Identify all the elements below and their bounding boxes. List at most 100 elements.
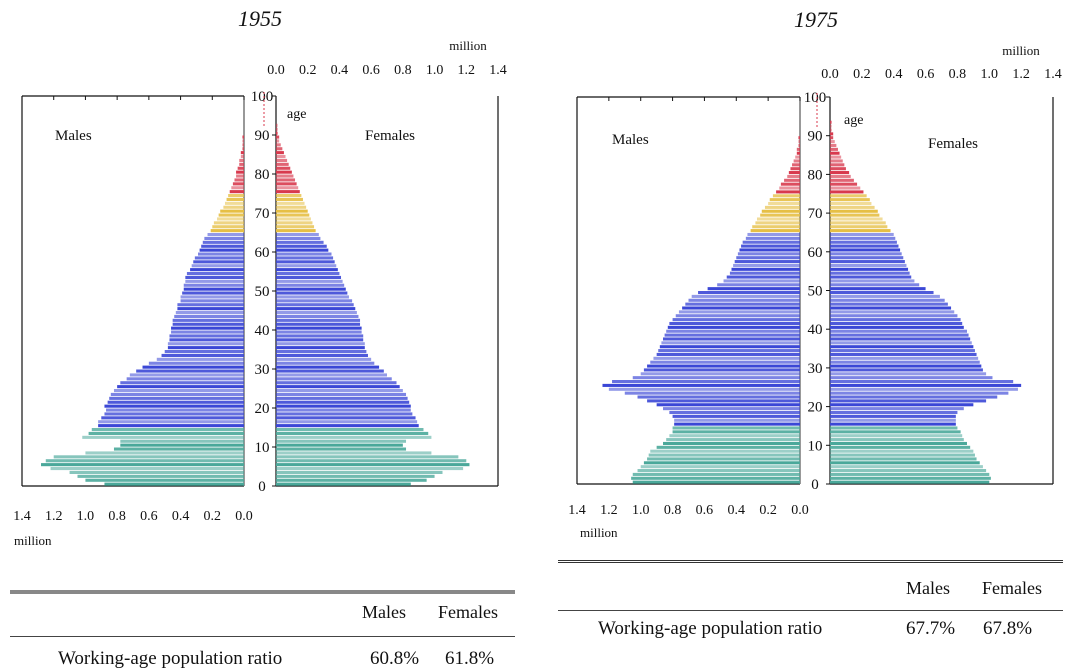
female-bar: [276, 361, 375, 365]
table-header-males: Males: [362, 602, 406, 622]
female-bar: [276, 330, 362, 334]
female-bar: [276, 213, 310, 217]
female-bar: [830, 240, 897, 244]
female-bar: [830, 368, 983, 372]
male-bar: [674, 418, 800, 422]
female-bar: [830, 349, 975, 353]
male-bar: [656, 445, 800, 449]
male-bar: [733, 263, 800, 267]
female-bar: [830, 333, 969, 337]
chart-title: 1955: [238, 6, 282, 31]
female-bar: [830, 201, 872, 206]
age-tick-label: 100: [804, 90, 827, 106]
table-cell-females-ratio: 61.8%: [445, 648, 495, 669]
female-bar: [276, 428, 424, 432]
female-bar: [830, 174, 851, 178]
male-bar: [106, 408, 245, 412]
female-bar: [830, 364, 982, 368]
male-bar: [669, 410, 800, 415]
male-bar: [787, 174, 800, 178]
male-bar: [136, 369, 244, 373]
male-bar: [236, 170, 244, 174]
age-tick-label: 50: [255, 284, 270, 300]
bottom-tick-label: 0.0: [235, 509, 253, 524]
male-bar: [798, 143, 800, 148]
male-bar: [110, 392, 244, 396]
male-bar: [632, 480, 800, 484]
male-bar: [772, 194, 800, 198]
top-tick-label: 1.0: [426, 63, 444, 78]
male-bar: [174, 314, 244, 318]
bottom-tick-label: 1.2: [45, 509, 63, 524]
male-bar: [632, 376, 800, 380]
male-bar: [177, 307, 244, 311]
female-bar: [276, 268, 338, 272]
male-bar: [164, 350, 244, 354]
age-tick-label: 30: [255, 362, 270, 378]
top-tick-label: 0.4: [331, 63, 349, 78]
female-bar: [830, 438, 964, 442]
male-bar: [202, 240, 244, 244]
female-bar: [830, 132, 834, 136]
female-bar: [830, 159, 843, 163]
male-bar: [198, 252, 244, 256]
male-bar: [768, 201, 800, 206]
female-bar: [830, 205, 875, 209]
male-bar: [672, 414, 800, 418]
male-bar: [667, 325, 800, 329]
male-bar: [737, 252, 800, 256]
female-bar: [830, 155, 842, 159]
female-bar: [830, 407, 964, 411]
male-bar: [109, 396, 244, 400]
male-bar: [104, 482, 244, 486]
male-bar: [117, 385, 244, 389]
male-bar: [643, 461, 800, 465]
female-bar: [276, 158, 288, 162]
age-tick-label: 40: [255, 323, 270, 339]
top-unit-label: million: [1002, 43, 1040, 58]
bottom-tick-label: 0.2: [204, 509, 222, 524]
female-bar: [830, 163, 845, 167]
male-bar: [760, 213, 800, 217]
bottom-tick-label: 0.8: [664, 503, 682, 518]
male-bar: [729, 271, 800, 275]
male-bar: [226, 197, 244, 201]
female-bar: [276, 474, 435, 478]
male-bar: [672, 430, 800, 434]
female-bar: [830, 457, 977, 461]
female-bar: [830, 314, 958, 318]
age-tick-label: 10: [255, 440, 270, 456]
male-bar: [742, 240, 800, 244]
male-bar: [104, 404, 244, 408]
female-bar: [830, 465, 983, 469]
male-bar: [212, 225, 244, 229]
male-bar: [707, 287, 800, 291]
female-bar: [830, 453, 975, 457]
female-bar: [276, 201, 305, 205]
female-bar: [276, 373, 387, 377]
female-bar: [276, 377, 392, 381]
male-bar: [741, 244, 800, 248]
female-bar: [830, 387, 1018, 391]
female-bar: [830, 256, 904, 260]
male-bar: [240, 151, 244, 155]
male-bar: [796, 147, 800, 151]
female-bar: [830, 480, 990, 484]
female-bar: [276, 236, 321, 240]
female-bar: [276, 217, 311, 221]
female-bar: [830, 120, 832, 124]
female-bar: [830, 209, 878, 213]
male-bar: [793, 159, 800, 163]
female-bar: [830, 171, 850, 175]
female-bar: [830, 143, 837, 148]
female-bar: [830, 472, 990, 476]
bottom-tick-label: 1.0: [632, 503, 650, 518]
female-bar: [830, 229, 891, 233]
table-cell-males-ratio: 60.8%: [370, 648, 420, 669]
female-bar: [276, 451, 432, 455]
male-bar: [120, 381, 244, 385]
male-bar: [650, 449, 800, 453]
female-bar: [276, 197, 303, 201]
male-bar: [648, 453, 800, 457]
female-bar: [830, 279, 915, 283]
